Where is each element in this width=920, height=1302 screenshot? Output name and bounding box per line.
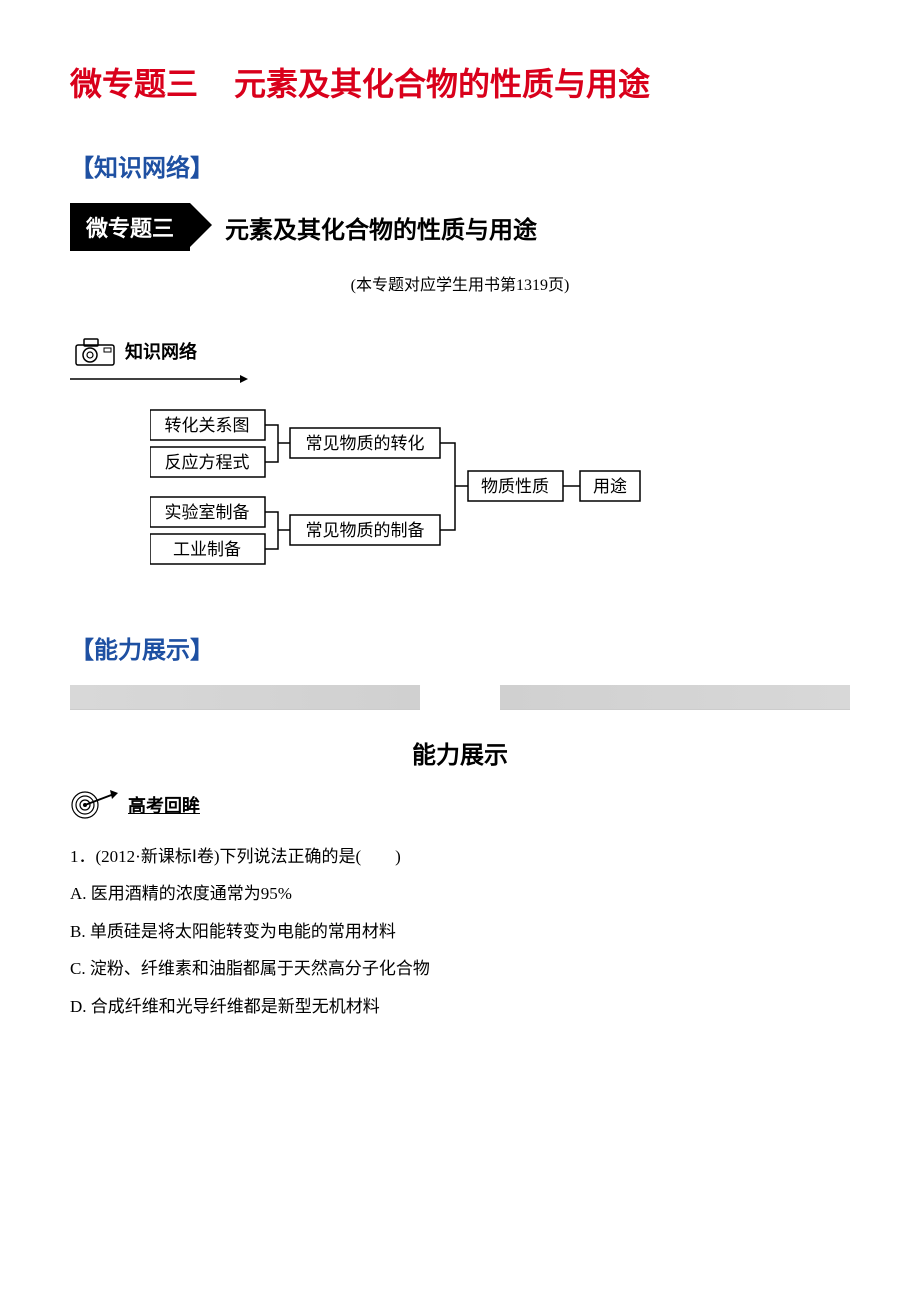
question-option-d: D. 合成纤维和光导纤维都是新型无机材料 — [70, 988, 850, 1025]
main-title: 微专题三元素及其化合物的性质与用途 — [70, 60, 850, 108]
section-knowledge-label: 【知识网络】 — [70, 148, 850, 183]
title-prefix: 微专题三 — [70, 66, 198, 102]
knowledge-header: 知识网络 — [70, 335, 850, 367]
diagram-box-m2: 常见物质的制备 — [306, 521, 425, 540]
exam-review-label: 高考回眸 — [128, 792, 200, 818]
question-option-b: B. 单质硅是将太阳能转变为电能的常用材料 — [70, 913, 850, 950]
knowledge-network-label: 知识网络 — [125, 338, 197, 364]
knowledge-diagram: 转化关系图 反应方程式 实验室制备 工业制备 常见物质的转化 常见物质的制备 物… — [150, 405, 850, 580]
diagram-box-b2: 反应方程式 — [165, 453, 250, 472]
topic-banner-title: 元素及其化合物的性质与用途 — [225, 210, 537, 245]
target-icon — [70, 790, 122, 820]
diagram-box-r1: 物质性质 — [481, 477, 549, 496]
ability-title: 能力展示 — [70, 735, 850, 770]
diagram-box-m1: 常见物质的转化 — [306, 434, 425, 453]
diagram-box-b3: 实验室制备 — [165, 503, 250, 522]
topic-banner: 微专题三 元素及其化合物的性质与用途 — [70, 203, 850, 251]
exam-review-header: 高考回眸 — [70, 790, 850, 820]
question-option-c: C. 淀粉、纤维素和油脂都属于天然高分子化合物 — [70, 950, 850, 987]
question-option-a: A. 医用酒精的浓度通常为95% — [70, 875, 850, 912]
separator-line — [70, 685, 850, 710]
title-text: 元素及其化合物的性质与用途 — [234, 66, 650, 102]
page-note: (本专题对应学生用书第1319页) — [70, 271, 850, 295]
diagram-box-b4: 工业制备 — [173, 540, 241, 559]
camera-icon — [70, 335, 120, 367]
diagram-box-r2: 用途 — [593, 477, 627, 496]
arrow-line-icon — [70, 372, 850, 390]
diagram-box-b1: 转化关系图 — [165, 416, 250, 435]
section-ability-label: 【能力展示】 — [70, 630, 850, 665]
question-stem: 1．(2012·新课标Ⅰ卷)下列说法正确的是( ) — [70, 838, 850, 875]
topic-badge: 微专题三 — [70, 203, 190, 251]
